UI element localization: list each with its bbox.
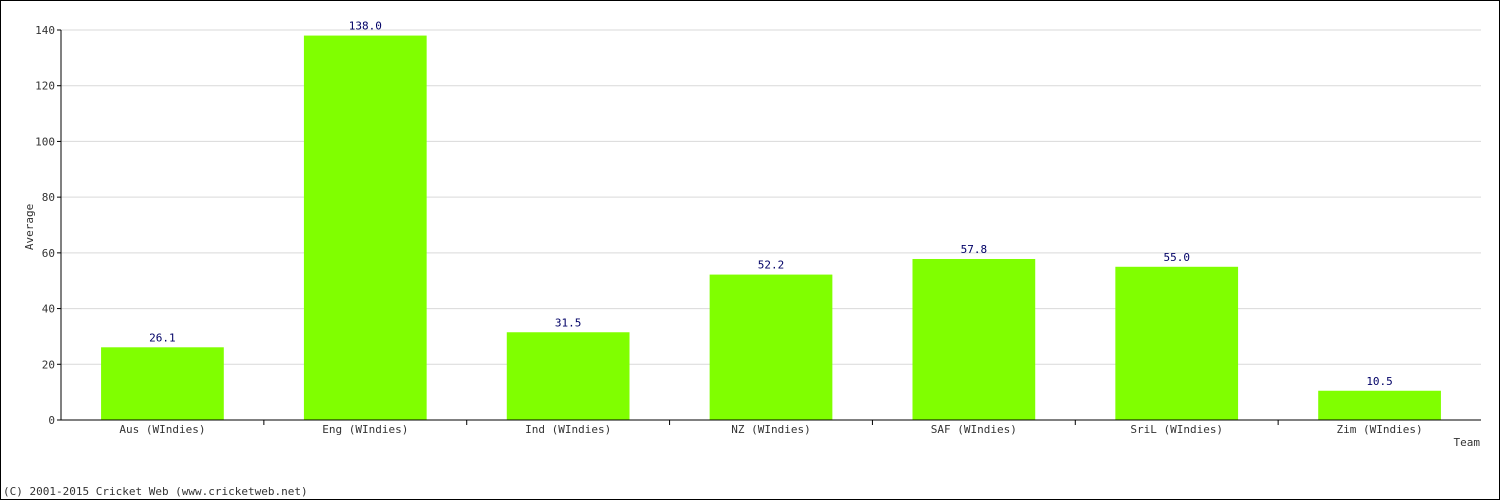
y-tick-label: 100	[35, 135, 55, 148]
y-tick-label: 20	[42, 358, 55, 371]
y-tick-label: 140	[35, 24, 55, 37]
bar	[101, 347, 224, 420]
x-tick-label: Eng (WIndies)	[322, 423, 408, 436]
y-axis-title: Average	[23, 204, 36, 250]
value-label: 26.1	[149, 331, 176, 344]
value-label: 55.0	[1163, 251, 1190, 264]
x-axis-title: Team	[1454, 436, 1481, 449]
value-label: 52.2	[758, 259, 785, 272]
bar	[912, 258, 1036, 420]
y-tick-label: 80	[42, 191, 55, 204]
axes	[60, 30, 1481, 421]
y-tick-label: 120	[35, 80, 55, 93]
value-label: 31.5	[555, 316, 582, 329]
value-label: 138.0	[349, 20, 382, 33]
bar	[1115, 266, 1239, 420]
y-tick-label: 60	[42, 247, 55, 260]
copyright-text: (C) 2001-2015 Cricket Web (www.cricketwe…	[3, 485, 308, 498]
value-labels: 26.1 138.0 31.5 52.2 57.8 55.0 10.5	[149, 20, 1393, 388]
bar	[303, 35, 427, 420]
bar	[709, 274, 833, 420]
x-tick-label: Ind (WIndies)	[525, 423, 611, 436]
x-tick-label: NZ (WIndies)	[731, 423, 810, 436]
bar	[506, 332, 630, 420]
x-tick-label: SriL (WIndies)	[1130, 423, 1223, 436]
gridlines	[61, 29, 1481, 365]
x-tick-label: SAF (WIndies)	[931, 423, 1017, 436]
x-tick-labels: Aus (WIndies) Eng (WIndies) Ind (WIndies) N…	[119, 420, 1423, 436]
bars	[101, 35, 1441, 420]
y-tick-label: 0	[48, 414, 55, 427]
x-tick-label: Zim (WIndies)	[1337, 423, 1423, 436]
value-label: 10.5	[1366, 375, 1393, 388]
value-label: 57.8	[961, 243, 988, 256]
y-tick-label: 40	[42, 303, 55, 316]
y-tick-labels: 0 20 40 60 80 100 120 140	[35, 24, 61, 427]
bar	[1318, 390, 1441, 420]
x-tick-label: Aus (WIndies)	[119, 423, 205, 436]
